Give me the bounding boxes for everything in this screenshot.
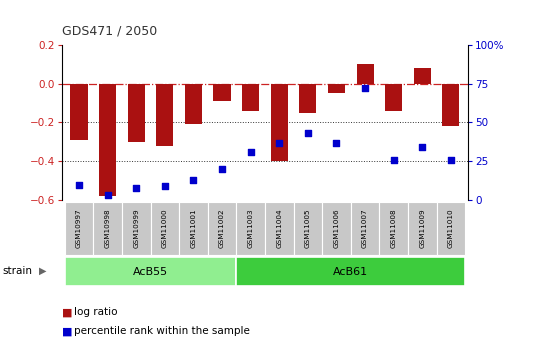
Bar xyxy=(351,202,379,255)
Text: GSM11004: GSM11004 xyxy=(277,209,282,248)
Text: ■: ■ xyxy=(62,326,76,336)
Point xyxy=(361,86,370,91)
Bar xyxy=(442,84,459,126)
Point xyxy=(75,182,83,187)
Point xyxy=(447,157,455,162)
Point xyxy=(246,149,255,155)
Bar xyxy=(70,84,88,140)
Point xyxy=(332,140,341,146)
Text: GSM11010: GSM11010 xyxy=(448,209,454,248)
Text: percentile rank within the sample: percentile rank within the sample xyxy=(74,326,250,336)
Text: AcB55: AcB55 xyxy=(133,267,168,277)
Text: GSM11003: GSM11003 xyxy=(247,209,253,248)
Bar xyxy=(408,202,437,255)
Text: GSM11007: GSM11007 xyxy=(362,209,368,248)
Bar xyxy=(437,202,465,255)
Bar xyxy=(151,202,179,255)
Text: GSM11008: GSM11008 xyxy=(391,209,397,248)
Bar xyxy=(128,84,145,142)
Text: ■: ■ xyxy=(62,307,76,317)
Point xyxy=(189,177,198,183)
Bar xyxy=(236,202,265,255)
Bar xyxy=(179,202,208,255)
Bar xyxy=(122,202,151,255)
Text: GSM11000: GSM11000 xyxy=(162,209,168,248)
Bar xyxy=(271,84,288,161)
Bar xyxy=(214,84,231,101)
Point xyxy=(303,130,312,136)
Text: GSM11002: GSM11002 xyxy=(219,209,225,248)
Bar xyxy=(385,84,402,111)
Bar xyxy=(65,202,93,255)
Bar xyxy=(322,202,351,255)
Bar xyxy=(379,202,408,255)
Bar xyxy=(93,202,122,255)
Bar xyxy=(299,84,316,113)
Text: GSM11001: GSM11001 xyxy=(190,209,196,248)
Text: log ratio: log ratio xyxy=(74,307,117,317)
Text: GSM11005: GSM11005 xyxy=(305,209,311,248)
Text: ▶: ▶ xyxy=(39,266,46,276)
Text: AcB61: AcB61 xyxy=(333,267,369,277)
Bar xyxy=(328,84,345,93)
Point xyxy=(418,145,427,150)
Bar xyxy=(236,257,465,286)
Bar xyxy=(265,202,294,255)
Point xyxy=(103,193,112,198)
Bar xyxy=(414,68,431,84)
Point xyxy=(160,184,169,189)
Text: GSM11009: GSM11009 xyxy=(419,209,426,248)
Bar xyxy=(99,84,116,196)
Point xyxy=(218,166,226,172)
Point xyxy=(275,140,284,146)
Bar xyxy=(156,84,173,146)
Text: GSM10997: GSM10997 xyxy=(76,209,82,248)
Bar xyxy=(208,202,236,255)
Bar xyxy=(65,257,236,286)
Bar xyxy=(242,84,259,111)
Bar xyxy=(294,202,322,255)
Bar xyxy=(185,84,202,125)
Text: GDS471 / 2050: GDS471 / 2050 xyxy=(62,25,157,38)
Bar xyxy=(357,64,374,84)
Text: strain: strain xyxy=(3,266,33,276)
Point xyxy=(390,157,398,162)
Point xyxy=(132,185,140,190)
Text: GSM10998: GSM10998 xyxy=(104,209,111,248)
Text: GSM11006: GSM11006 xyxy=(334,209,339,248)
Text: GSM10999: GSM10999 xyxy=(133,209,139,248)
